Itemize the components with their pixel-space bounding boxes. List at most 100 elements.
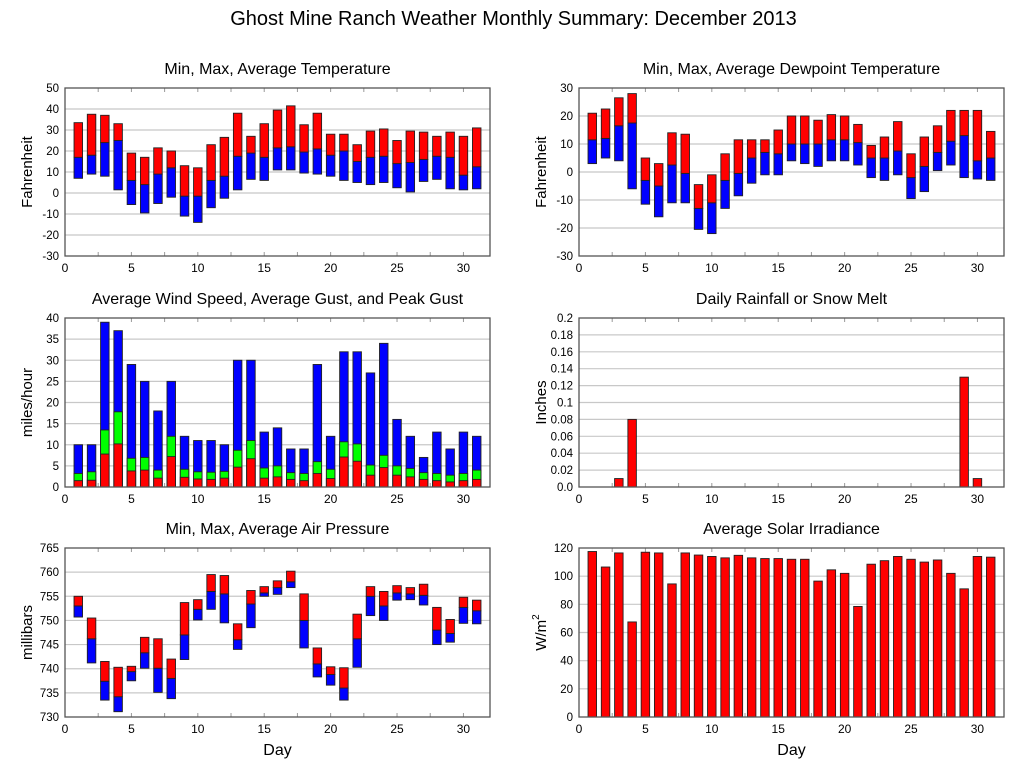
bar-max-to-avg bbox=[272, 580, 283, 589]
bar-avg-to-min bbox=[458, 606, 469, 624]
bar bbox=[786, 558, 797, 718]
bar-average-wind-speed bbox=[246, 458, 256, 488]
bar-avg-to-min bbox=[379, 155, 389, 183]
x-tick-label: 15 bbox=[258, 722, 272, 736]
bar-max-to-avg bbox=[932, 125, 943, 153]
bar-average-wind-speed bbox=[232, 466, 243, 488]
bar bbox=[680, 552, 690, 718]
bar-max-to-avg bbox=[153, 638, 163, 669]
x-tick-label: 30 bbox=[457, 492, 471, 506]
x-tick-label: 10 bbox=[705, 261, 719, 275]
bar-max-to-avg bbox=[193, 599, 203, 610]
bar-avg-to-min bbox=[139, 652, 150, 669]
y-axis-label: millibars bbox=[19, 605, 36, 660]
bar bbox=[932, 559, 943, 718]
y-tick-label: -20 bbox=[42, 230, 59, 242]
x-tick-label: 10 bbox=[191, 722, 205, 736]
bar-average-wind-speed bbox=[352, 460, 362, 488]
bar-avg-to-min bbox=[166, 677, 176, 700]
bar-avg-to-min bbox=[272, 587, 283, 595]
bar-avg-to-min bbox=[286, 146, 296, 171]
x-tick-label: 20 bbox=[324, 492, 338, 506]
plot-frame bbox=[64, 547, 491, 718]
bar-max-to-avg bbox=[893, 121, 903, 152]
bar-max-to-avg bbox=[813, 119, 823, 145]
bar-max-to-avg bbox=[113, 123, 123, 141]
x-tick-label: 0 bbox=[576, 492, 583, 506]
x-axis-label: Day bbox=[263, 742, 291, 759]
bar-avg-to-min bbox=[418, 158, 429, 182]
x-tick-label: 30 bbox=[457, 261, 471, 275]
bar bbox=[653, 552, 664, 718]
plot-frame bbox=[578, 547, 1005, 718]
x-tick-label: 10 bbox=[705, 492, 719, 506]
bar-avg-to-min bbox=[392, 163, 402, 189]
y-tick-label: 20 bbox=[46, 398, 59, 410]
bar-max-to-avg bbox=[73, 595, 83, 607]
x-tick-label: 5 bbox=[642, 261, 649, 275]
chart-title: Daily Rainfall or Snow Melt bbox=[696, 291, 888, 308]
bar-average-wind-speed bbox=[179, 476, 190, 488]
bar-max-to-avg bbox=[365, 586, 376, 597]
bar bbox=[986, 556, 996, 718]
bar bbox=[919, 561, 930, 718]
bar-max-to-avg bbox=[339, 133, 349, 152]
chart-title: Average Solar Irradiance bbox=[703, 521, 880, 538]
bar-max-to-avg bbox=[126, 152, 137, 181]
bar-avg-to-min bbox=[614, 125, 624, 162]
bar-average-wind-speed bbox=[193, 478, 203, 488]
y-tick-label: 20 bbox=[46, 146, 59, 158]
bar-avg-to-min bbox=[379, 605, 389, 621]
x-tick-label: 5 bbox=[128, 722, 135, 736]
bar-average-wind-speed bbox=[73, 480, 83, 488]
bar-max-to-avg bbox=[826, 114, 837, 141]
bar-average-wind-speed bbox=[139, 469, 150, 488]
bar-avg-to-min bbox=[959, 135, 969, 179]
y-tick-label: 745 bbox=[40, 640, 59, 652]
bar bbox=[879, 560, 890, 718]
y-tick-label: 10 bbox=[46, 167, 59, 179]
bar-max-to-avg bbox=[392, 140, 402, 165]
y-tick-label: 30 bbox=[560, 83, 573, 95]
bar-max-to-avg bbox=[600, 108, 611, 139]
bar-avg-to-min bbox=[365, 595, 376, 617]
y-tick-label: 0 bbox=[53, 482, 59, 494]
bar bbox=[627, 418, 637, 488]
y-tick-label: 735 bbox=[40, 688, 59, 700]
bar-avg-to-min bbox=[365, 156, 376, 186]
bar-max-to-avg bbox=[113, 666, 123, 698]
y-tick-label: 0.08 bbox=[551, 414, 573, 426]
bar-max-to-avg bbox=[418, 583, 429, 596]
bar-avg-to-min bbox=[206, 179, 216, 209]
bar-avg-to-min bbox=[153, 173, 163, 204]
y-axis-label: Fahrenheit bbox=[19, 135, 36, 208]
bar-average-wind-speed bbox=[259, 477, 269, 488]
bar-max-to-avg bbox=[299, 124, 309, 153]
bar-avg-to-min bbox=[707, 202, 717, 235]
bar-max-to-avg bbox=[733, 139, 744, 174]
bar-avg-to-min bbox=[932, 151, 943, 172]
x-tick-label: 5 bbox=[128, 261, 135, 275]
bar-avg-to-min bbox=[786, 143, 797, 162]
x-tick-label: 0 bbox=[576, 722, 583, 736]
bar-average-wind-speed bbox=[100, 453, 110, 488]
x-tick-label: 20 bbox=[838, 492, 852, 506]
bar-avg-to-min bbox=[179, 195, 190, 217]
bar-max-to-avg bbox=[312, 112, 323, 150]
bar-average-wind-speed bbox=[379, 467, 389, 488]
bar-max-to-avg bbox=[126, 665, 137, 673]
bar-avg-to-min bbox=[853, 142, 863, 166]
y-axis-label-superscript: 2 bbox=[531, 614, 542, 620]
bar-average-wind-speed bbox=[206, 478, 216, 488]
bar-avg-to-min bbox=[472, 166, 482, 190]
y-tick-label: 760 bbox=[40, 567, 59, 579]
y-tick-label: 120 bbox=[554, 543, 573, 555]
bar-avg-to-min bbox=[405, 593, 416, 601]
bar-avg-to-min bbox=[667, 164, 677, 204]
x-tick-label: 30 bbox=[971, 492, 985, 506]
y-tick-label: 0 bbox=[567, 167, 573, 179]
bar-average-wind-speed bbox=[472, 478, 482, 488]
bar-max-to-avg bbox=[472, 599, 482, 612]
bar-avg-to-min bbox=[73, 605, 83, 618]
